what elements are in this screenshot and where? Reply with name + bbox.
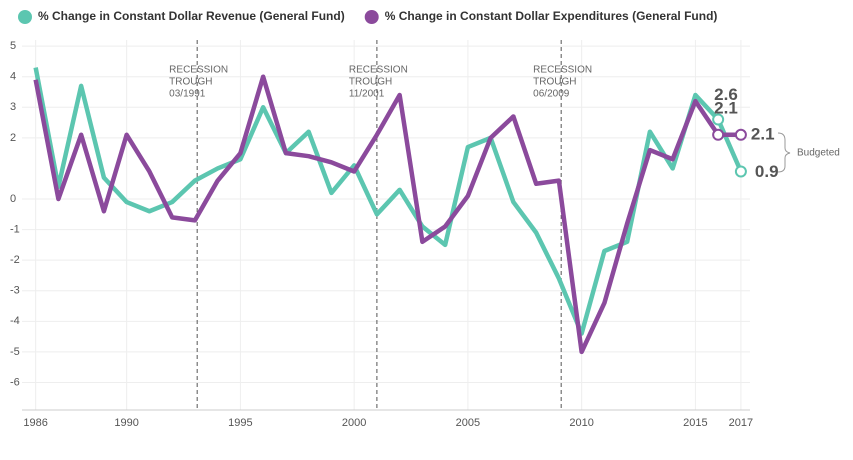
y-tick-label: 5 — [10, 40, 16, 52]
end-point — [712, 113, 725, 126]
annotation-text: 11/2001 — [349, 89, 385, 100]
y-tick-label: -4 — [10, 315, 20, 327]
y-tick-label: 4 — [10, 71, 16, 83]
y-tick-label: -1 — [10, 223, 20, 235]
y-tick-label: -2 — [10, 254, 20, 266]
legend-label: % Change in Constant Dollar Revenue (Gen… — [38, 9, 345, 23]
annotation-text: RECESSION — [169, 65, 228, 76]
budget-note: Budgeted — [797, 148, 840, 159]
annotation-text: TROUGH — [349, 77, 392, 88]
end-point — [734, 128, 747, 141]
y-tick-label: -6 — [10, 376, 20, 388]
y-tick-label: 0 — [10, 193, 16, 205]
value-label: 2.1 — [714, 98, 738, 117]
annotation-text: RECESSION — [533, 65, 592, 76]
value-label: 2.6 — [714, 85, 738, 104]
x-tick-label: 1990 — [114, 417, 138, 429]
legend-marker — [364, 10, 379, 24]
x-tick-label: 2005 — [456, 417, 480, 429]
y-tick-label: -5 — [10, 346, 20, 358]
annotation-text: TROUGH — [533, 77, 576, 88]
x-tick-label: 1986 — [23, 417, 47, 429]
x-tick-label: 2015 — [683, 417, 707, 429]
value-label: 2.1 — [751, 124, 775, 143]
y-tick-label: -3 — [10, 285, 20, 297]
legend-marker — [18, 10, 32, 24]
annotation-text: 06/2009 — [533, 89, 570, 100]
annotation-text: 03/1991 — [169, 89, 206, 100]
x-tick-label: 2000 — [342, 417, 366, 429]
y-tick-label: 2 — [10, 132, 16, 144]
x-tick-label: 2017 — [729, 417, 753, 429]
y-tick-label: 3 — [10, 101, 16, 113]
annotation-text: RECESSION — [349, 65, 408, 76]
x-tick-label: 1995 — [228, 417, 252, 429]
annotation-text: TROUGH — [169, 77, 212, 88]
end-point — [712, 128, 725, 141]
value-label: 0.9 — [755, 162, 779, 181]
budget-brace — [777, 132, 791, 173]
series-line — [33, 74, 741, 355]
legend-label: % Change in Constant Dollar Expenditures… — [385, 9, 718, 23]
end-point — [734, 165, 747, 178]
x-tick-label: 2010 — [569, 417, 593, 429]
